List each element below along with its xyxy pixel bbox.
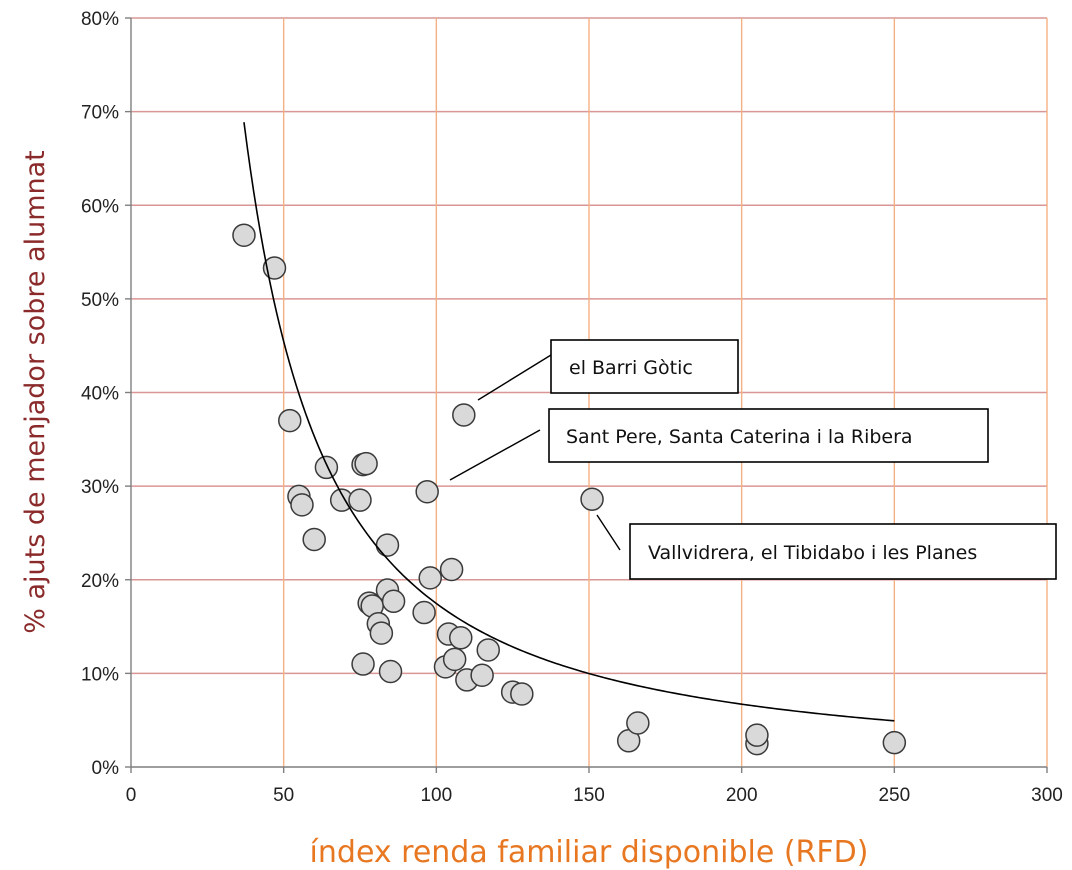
y-tick-label: 70% [81,103,119,124]
x-tick-label: 300 [1031,785,1063,806]
data-point [882,730,907,755]
data-point [354,451,378,476]
data-point [278,408,302,433]
x-tick-label: 250 [878,785,910,806]
grid [131,17,1048,767]
data-point [626,711,650,735]
data-point [314,455,339,480]
y-tick-label: 30% [81,477,119,498]
data-point [476,638,500,662]
data-point [415,479,439,504]
y-tick-label: 60% [81,196,119,217]
callout-sant-pere: Sant Pere, Santa Caterina i la Ribera [449,408,989,481]
data-point [470,663,494,687]
data-point [302,527,326,552]
x-tick-label: 200 [726,785,758,806]
callout-barri-gotic: el Barri Gòtic [477,339,739,401]
y-tick-label: 0% [92,758,120,779]
data-point [348,488,372,512]
axes [125,17,1048,773]
y-tick-label: 20% [81,571,119,592]
data-point [378,659,403,684]
data-point [745,723,769,747]
callout-vallvidrera: Vallvidrera, el Tibidabo i les Planes [596,514,1057,580]
data-point [412,600,436,625]
data-point [262,256,287,280]
y-tick-label: 80% [81,9,119,30]
y-tick-label: 10% [81,664,119,685]
data-point [418,566,442,590]
y-tick-label: 50% [81,290,119,311]
callout-label-sant-pere: Sant Pere, Santa Caterina i la Ribera [566,426,913,448]
data-point [442,647,467,672]
data-point [580,487,604,511]
data-point [452,403,476,427]
data-point [375,533,400,557]
y-tick-label: 40% [81,384,119,405]
callout-leader-barri-gotic [477,354,552,401]
y-axis-label: % ajuts de menjador sobre alumnat [20,150,51,634]
data-point [381,589,406,614]
data-points [232,223,907,756]
callout-label-barri-gotic: el Barri Gòtic [569,357,693,379]
x-tick-label: 100 [420,785,452,806]
x-tick-labels: 0 50 100 150 200 250 300 [126,785,1063,806]
callout-box-sant-pere [548,408,989,463]
callout-leader-vallvidrera [596,514,621,551]
callout-leader-sant-pere [449,429,541,481]
callout-label-vallvidrera: Vallvidrera, el Tibidabo i les Planes [648,542,977,564]
data-point [290,493,314,517]
x-tick-label: 0 [126,785,137,806]
data-point [369,621,394,645]
data-point [510,682,534,706]
callout-box-barri-gotic [550,339,739,394]
data-point [351,652,375,676]
y-tick-labels: 0% 10% 20% 30% 40% 50% 60% 70% 80% [81,9,119,779]
x-tick-label: 150 [573,785,605,806]
x-tick-label: 50 [273,785,294,806]
data-point [232,223,256,247]
x-axis-label: índex renda familiar disponible (RFD) [310,835,869,870]
callout-box-vallvidrera [629,523,1057,580]
data-point [439,557,464,582]
data-point [449,626,473,650]
trendline [243,122,895,722]
